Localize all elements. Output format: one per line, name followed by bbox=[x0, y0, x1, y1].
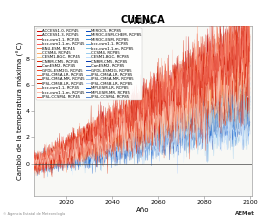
X-axis label: Año: Año bbox=[136, 207, 150, 213]
Text: AEMet: AEMet bbox=[235, 211, 255, 216]
Text: © Agencia Estatal de Meteorología: © Agencia Estatal de Meteorología bbox=[3, 212, 65, 216]
Text: ANUAL: ANUAL bbox=[130, 17, 156, 26]
Title: CUENCA: CUENCA bbox=[121, 15, 165, 25]
Y-axis label: Cambio de la temperatura máxima (°C): Cambio de la temperatura máxima (°C) bbox=[17, 42, 24, 180]
Legend: ACCESS1.0, RCP45, ACCESS1.3, RCP45, bcc-csm1.1, RCP45, bcc-csm1.1-m, RCP45, BNU-: ACCESS1.0, RCP45, ACCESS1.3, RCP45, bcc-… bbox=[36, 28, 142, 100]
